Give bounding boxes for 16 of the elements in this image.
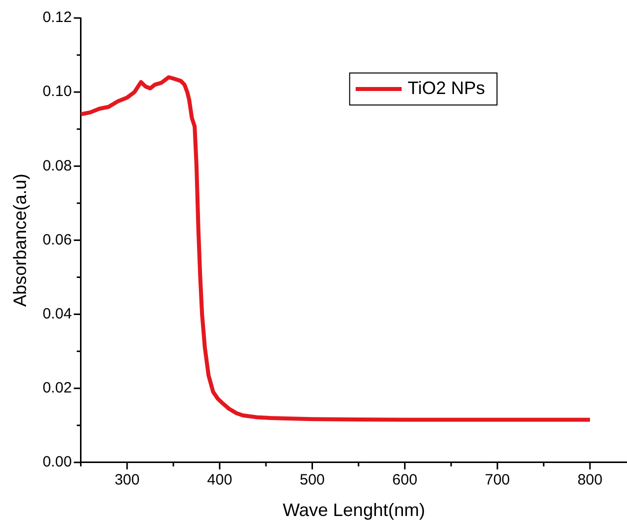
- y-tick-label: 0.08: [42, 157, 72, 174]
- y-axis-title: Absorbance(a.u): [10, 174, 30, 307]
- y-tick-label: 0.02: [42, 379, 72, 396]
- x-tick-label: 400: [207, 472, 232, 489]
- y-tick-label: 0.04: [42, 305, 72, 322]
- x-tick-label: 600: [392, 472, 418, 489]
- x-tick-label: 500: [300, 472, 325, 489]
- y-tick-label: 0.00: [42, 454, 72, 471]
- y-tick-label: 0.12: [42, 9, 72, 26]
- legend-label: TiO2 NPs: [408, 78, 485, 98]
- x-axis-title: Wave Lenght(nm): [282, 500, 426, 520]
- x-tick-label: 300: [114, 472, 140, 489]
- y-tick-label: 0.10: [42, 83, 72, 100]
- x-tick-label: 800: [577, 472, 602, 489]
- y-tick-label: 0.06: [42, 231, 72, 248]
- x-tick-label: 700: [484, 472, 510, 489]
